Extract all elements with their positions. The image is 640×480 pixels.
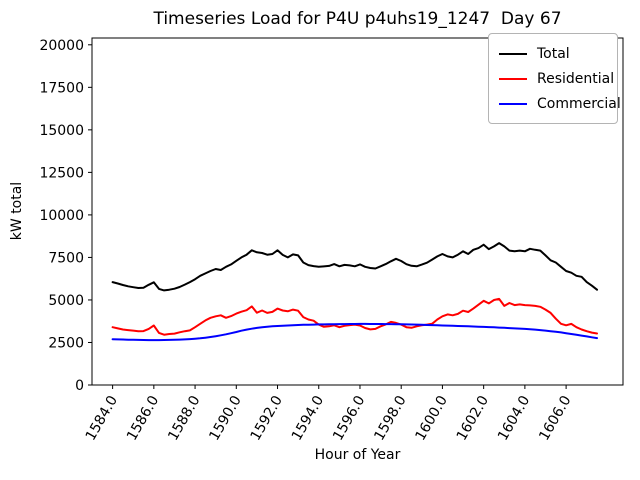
x-tick-label: 1584.0 bbox=[83, 393, 121, 443]
y-tick-label: 12500 bbox=[39, 165, 84, 181]
legend-label-commercial: Commercial bbox=[537, 95, 621, 112]
y-tick-label: 10000 bbox=[39, 208, 84, 224]
chart-title: Timeseries Load for P4U p4uhs19_1247 Day… bbox=[153, 9, 562, 29]
y-tick-label: 20000 bbox=[39, 38, 84, 54]
x-tick-label: 1602.0 bbox=[454, 393, 492, 443]
y-tick-label: 17500 bbox=[39, 80, 84, 96]
legend-entry-commercial: Commercial bbox=[499, 91, 621, 116]
y-axis-label: kW total bbox=[9, 181, 25, 241]
commercial-line-sample-icon bbox=[499, 102, 527, 105]
residential-line-sample-icon bbox=[499, 77, 527, 80]
x-tick-label: 1596.0 bbox=[330, 393, 368, 443]
x-tick-label: 1590.0 bbox=[206, 393, 244, 443]
legend-entry-total: Total bbox=[499, 41, 607, 66]
y-tick-label: 0 bbox=[75, 378, 84, 394]
x-tick-label: 1606.0 bbox=[536, 393, 574, 443]
x-axis-label: Hour of Year bbox=[314, 447, 401, 463]
y-tick-label: 7500 bbox=[48, 250, 84, 266]
x-tick-label: 1600.0 bbox=[413, 393, 451, 443]
legend-entry-residential: Residential bbox=[499, 66, 614, 91]
legend-label-total: Total bbox=[537, 45, 570, 62]
x-tick-label: 1586.0 bbox=[124, 393, 162, 443]
y-tick-label: 5000 bbox=[48, 293, 84, 309]
y-tick-label: 15000 bbox=[39, 123, 84, 139]
x-tick-label: 1588.0 bbox=[165, 393, 203, 443]
x-tick-label: 1598.0 bbox=[371, 393, 409, 443]
legend-label-residential: Residential bbox=[537, 70, 615, 87]
legend: Total Residential Commercial bbox=[488, 33, 621, 124]
x-tick-label: 1604.0 bbox=[495, 393, 533, 443]
x-tick-label: 1594.0 bbox=[289, 393, 327, 443]
x-tick-label: 1592.0 bbox=[248, 393, 286, 443]
total-line-sample-icon bbox=[499, 52, 527, 55]
commercial-line bbox=[111, 322, 598, 342]
y-tick-label: 2500 bbox=[48, 335, 84, 351]
axes-frame bbox=[91, 37, 624, 386]
total-line bbox=[111, 242, 598, 292]
